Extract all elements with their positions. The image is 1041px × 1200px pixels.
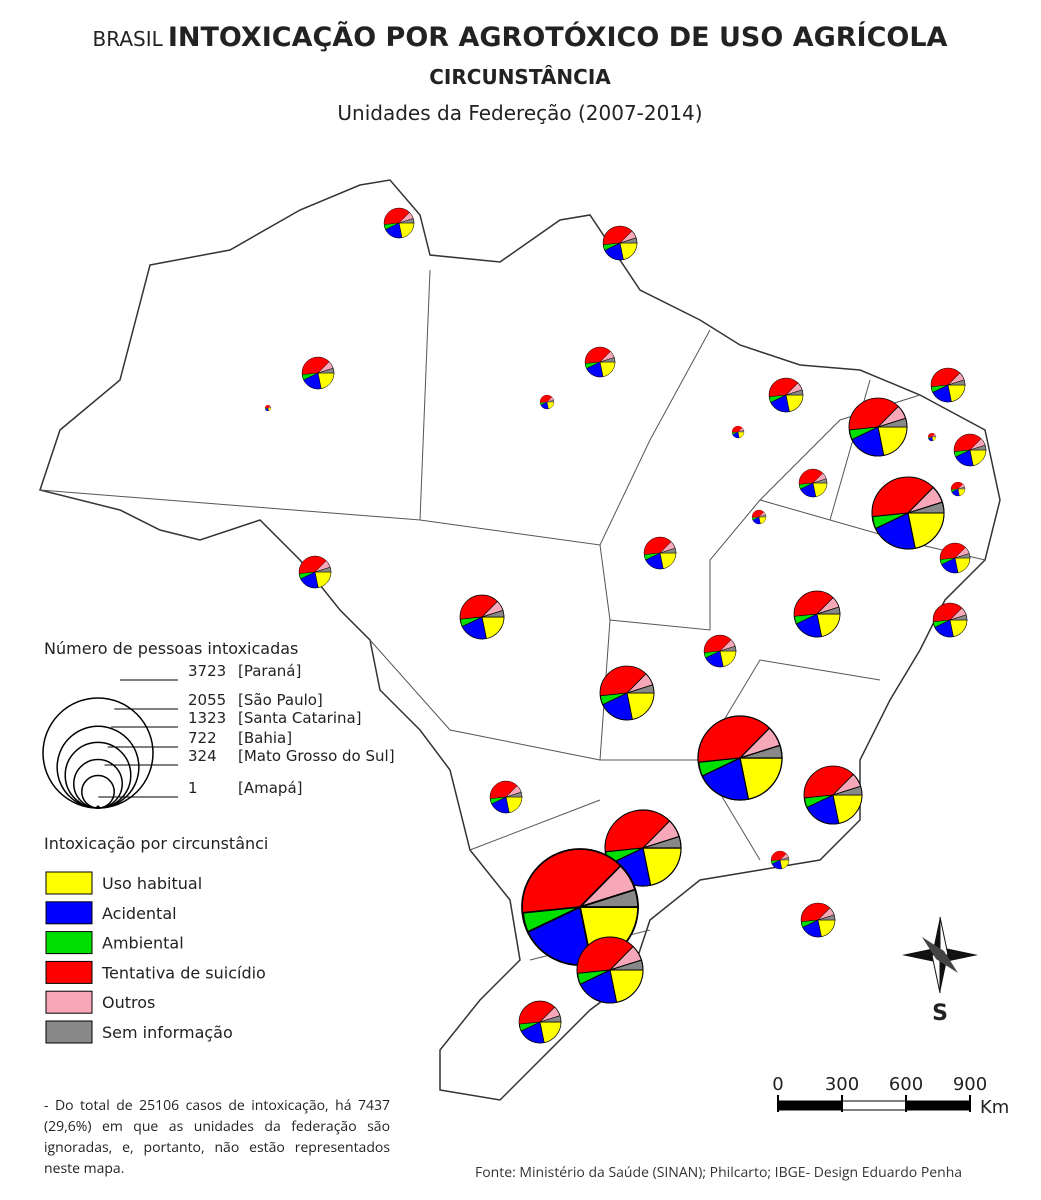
state-pie (460, 595, 504, 639)
legend-label: Acidental (102, 904, 177, 923)
size-value: 1323 (188, 709, 226, 727)
state-pie (603, 226, 637, 260)
state-pie (799, 469, 827, 497)
compass-label: S (932, 1001, 948, 1026)
size-circle (56, 725, 140, 809)
state-pie (801, 903, 835, 937)
state-pie (540, 395, 554, 409)
size-circle (81, 774, 115, 809)
size-state: [Amapá] (238, 779, 302, 797)
state-pie (933, 603, 967, 637)
state-pie (771, 851, 789, 869)
legend-swatch (45, 871, 93, 895)
state-pie (951, 482, 965, 496)
state-pie (769, 378, 803, 412)
title: BRASIL INTOXICAÇÃO POR AGROTÓXICO DE USO… (93, 21, 948, 53)
size-value: 722 (188, 729, 217, 747)
state-pie (519, 1001, 561, 1043)
state-pie (954, 434, 986, 466)
state-pie (600, 666, 654, 720)
scale-label: 300 (825, 1074, 859, 1095)
state-pie (872, 477, 944, 549)
size-value: 324 (188, 747, 217, 765)
source: Fonte: Ministério da Saúde (SINAN); Phil… (475, 1163, 963, 1182)
legend-swatch (45, 1020, 93, 1044)
state-pie (940, 543, 970, 573)
state-pie (577, 937, 643, 1003)
state-pie (752, 510, 766, 524)
state-pie (704, 635, 736, 667)
state-pie (794, 591, 840, 637)
legend-label: Tentativa de suicídio (101, 963, 266, 982)
state-pie (585, 347, 615, 377)
scale-unit: Km (980, 1097, 1009, 1118)
size-circle (73, 758, 123, 809)
title-prefix: BRASIL (93, 27, 164, 51)
size-value: 3723 (188, 662, 226, 680)
size-legend-title: Número de pessoas intoxicadas (44, 639, 298, 658)
legend-label: Sem informação (102, 1023, 233, 1042)
legend-label: Ambiental (102, 934, 184, 953)
state-pie (698, 716, 782, 800)
scale-segment (777, 1100, 843, 1111)
state-pie (299, 556, 331, 588)
state-pie (926, 431, 938, 443)
state-pie (384, 208, 414, 238)
legend-swatch (45, 931, 93, 955)
state-pie (490, 781, 522, 813)
state-pie (931, 368, 965, 402)
state-pie (302, 357, 334, 389)
state-pie (732, 426, 744, 438)
state-pie (849, 398, 907, 456)
legend-label: Outros (102, 993, 155, 1012)
subtitle: CIRCUNSTÂNCIA (429, 65, 611, 89)
legend-swatch (45, 960, 93, 984)
scale-segment (841, 1100, 907, 1111)
legend-swatch (45, 990, 93, 1014)
scale-label: 900 (953, 1074, 987, 1095)
size-state: [São Paulo] (238, 691, 323, 709)
scale-label: 600 (889, 1074, 923, 1095)
size-legend: 3723 [Paraná] 2055 [São Paulo] 1323 [Santa Ca… (42, 662, 395, 809)
compass (902, 916, 978, 994)
size-value: 2055 (188, 691, 226, 709)
circumstance-legend-title: Intoxicação por circunstânci (44, 834, 268, 853)
size-circle (96, 805, 100, 809)
circumstance-legend: Uso habitual Acidental Ambiental Tentativa … (45, 871, 266, 1044)
size-state: [Mato Grosso do Sul] (238, 747, 395, 765)
size-state: [Paraná] (238, 662, 301, 680)
scale-segment (905, 1100, 971, 1111)
state-pie (263, 403, 273, 413)
size-value: 1 (188, 779, 198, 797)
title-main: INTOXICAÇÃO POR AGROTÓXICO DE USO AGRÍCO… (168, 21, 948, 53)
legend-label: Uso habitual (102, 874, 202, 893)
note: - Do total de 25106 casos de intoxicação… (44, 1096, 390, 1178)
scale-label: 0 (772, 1074, 783, 1095)
size-state: [Bahia] (238, 729, 292, 747)
period: Unidades da Federeção (2007-2014) (337, 101, 702, 125)
state-pie (644, 537, 676, 569)
legend-swatch (45, 901, 93, 925)
size-state: [Santa Catarina] (238, 709, 362, 727)
state-pie (804, 766, 862, 824)
